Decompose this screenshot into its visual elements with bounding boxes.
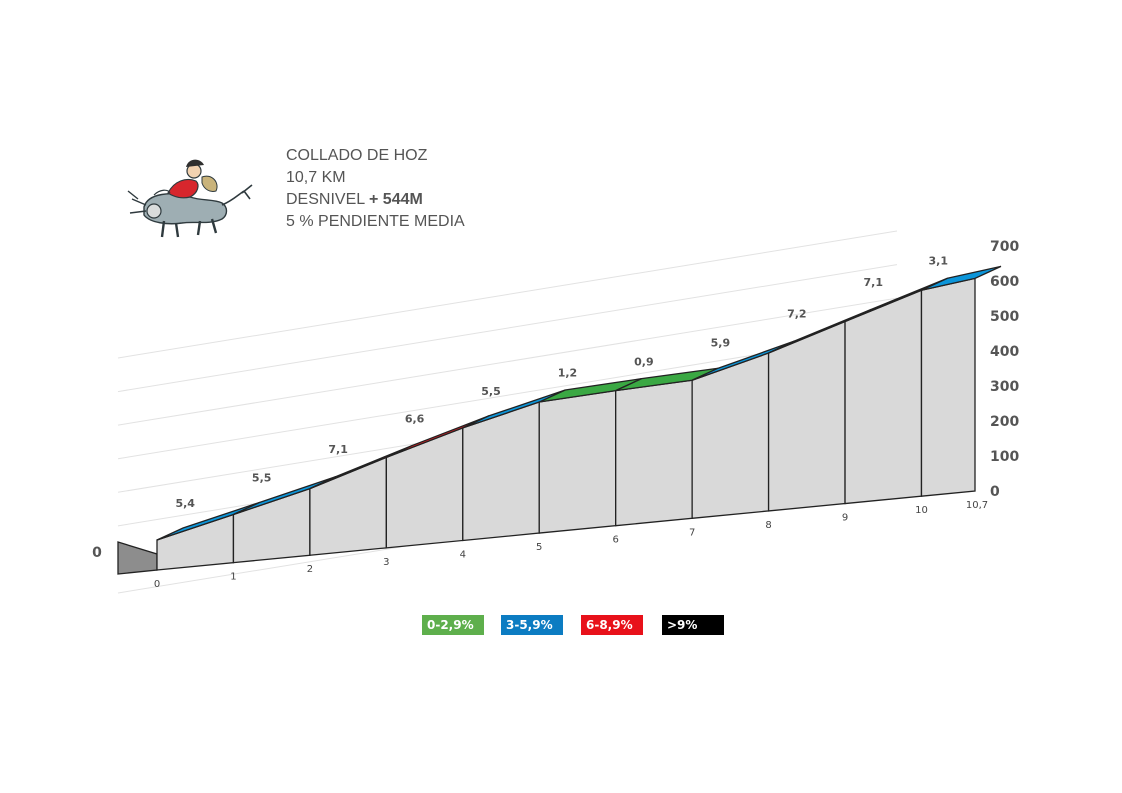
profile-front-faces: [117, 277, 976, 575]
gradient-label: 5,5: [252, 472, 272, 485]
climb-distance: 10,7 KM: [286, 169, 346, 186]
legend-label: >9%: [667, 618, 698, 632]
y-tick-label: 300: [990, 379, 1019, 395]
profile-front-face: [767, 320, 846, 512]
gain-label: DESNIVEL: [286, 191, 365, 208]
y-tick-label: 0: [990, 484, 1000, 500]
x-tick-label: 7: [689, 527, 695, 538]
left-axis-zero-label: 0: [92, 545, 102, 561]
chart-labels: 5,4 5,5 7,1 6,6 5,5 1,2 0,9 5,9 7,2 7,1 3,1 0 1 2 3 4 5 6…: [92, 239, 1019, 590]
x-tick-label: 6: [613, 535, 619, 546]
legend-item-black: >9%: [662, 615, 724, 635]
gradient-label: 1,2: [558, 366, 578, 379]
gain-value: + 544M: [369, 191, 423, 208]
gradient-label: 5,9: [711, 337, 731, 350]
x-tick-label: 10: [915, 505, 928, 516]
profile-front-face: [920, 277, 976, 497]
x-tick-label: 9: [842, 513, 848, 524]
climb-average-gradient: 5 % PENDIENTE MEDIA: [286, 213, 465, 230]
legend-item-blue: 3-5,9%: [501, 615, 563, 635]
profile-start-cap: [117, 541, 158, 575]
legend-label: 3-5,9%: [506, 618, 553, 632]
gradient-label: 0,9: [634, 355, 654, 368]
x-tick-label: 0: [154, 579, 160, 590]
profile-slope-segments: [156, 265, 1002, 541]
slope-segment: [921, 265, 1002, 291]
profile-front-face: [385, 426, 464, 549]
profile-front-face: [538, 389, 617, 534]
y-tick-label: 600: [990, 274, 1019, 290]
y-tick-label: 700: [990, 239, 1019, 255]
gradient-label: 3,1: [928, 254, 948, 267]
gridline: [117, 264, 898, 393]
profile-front-face: [615, 379, 693, 527]
gradient-legend: 0-2,9% 3-5,9% 6-8,9% >9%: [422, 615, 742, 635]
gradient-label: 7,1: [328, 443, 348, 456]
y-tick-label: 400: [990, 344, 1019, 360]
profile-front-face: [691, 352, 770, 520]
legend-item-red: 6-8,9%: [581, 615, 643, 635]
legend-label: 6-8,9%: [586, 618, 633, 632]
gradient-label: 7,1: [864, 276, 884, 289]
y-tick-label: 500: [990, 309, 1019, 325]
gradient-label: 5,4: [175, 497, 195, 510]
gradient-label: 5,5: [481, 385, 501, 398]
x-tick-label: 1: [230, 572, 236, 583]
x-tick-label: 4: [460, 549, 466, 560]
y-tick-label: 200: [990, 414, 1019, 430]
x-tick-label: 3: [383, 557, 389, 568]
x-tick-label: 8: [765, 520, 771, 531]
climb-elevation-gain: DESNIVEL + 544M: [286, 189, 465, 211]
y-tick-label: 100: [990, 449, 1019, 465]
gridline: [117, 230, 898, 359]
cartoon-cyclist-on-cow-icon: [127, 159, 253, 238]
legend-label: 0-2,9%: [427, 618, 474, 632]
x-tick-label: 2: [307, 564, 313, 575]
gradient-label: 7,2: [787, 307, 807, 320]
gridline: [117, 297, 898, 426]
profile-header: COLLADO DE HOZ 10,7 KM DESNIVEL + 544M 5…: [286, 145, 465, 233]
gradient-label: 6,6: [405, 413, 425, 426]
x-tick-label: 5: [536, 542, 542, 553]
x-tick-label: 10,7: [966, 500, 988, 511]
profile-front-face: [156, 513, 235, 571]
legend-item-green: 0-2,9%: [422, 615, 484, 635]
climb-name: COLLADO DE HOZ: [286, 147, 428, 164]
profile-front-face: [844, 289, 923, 505]
